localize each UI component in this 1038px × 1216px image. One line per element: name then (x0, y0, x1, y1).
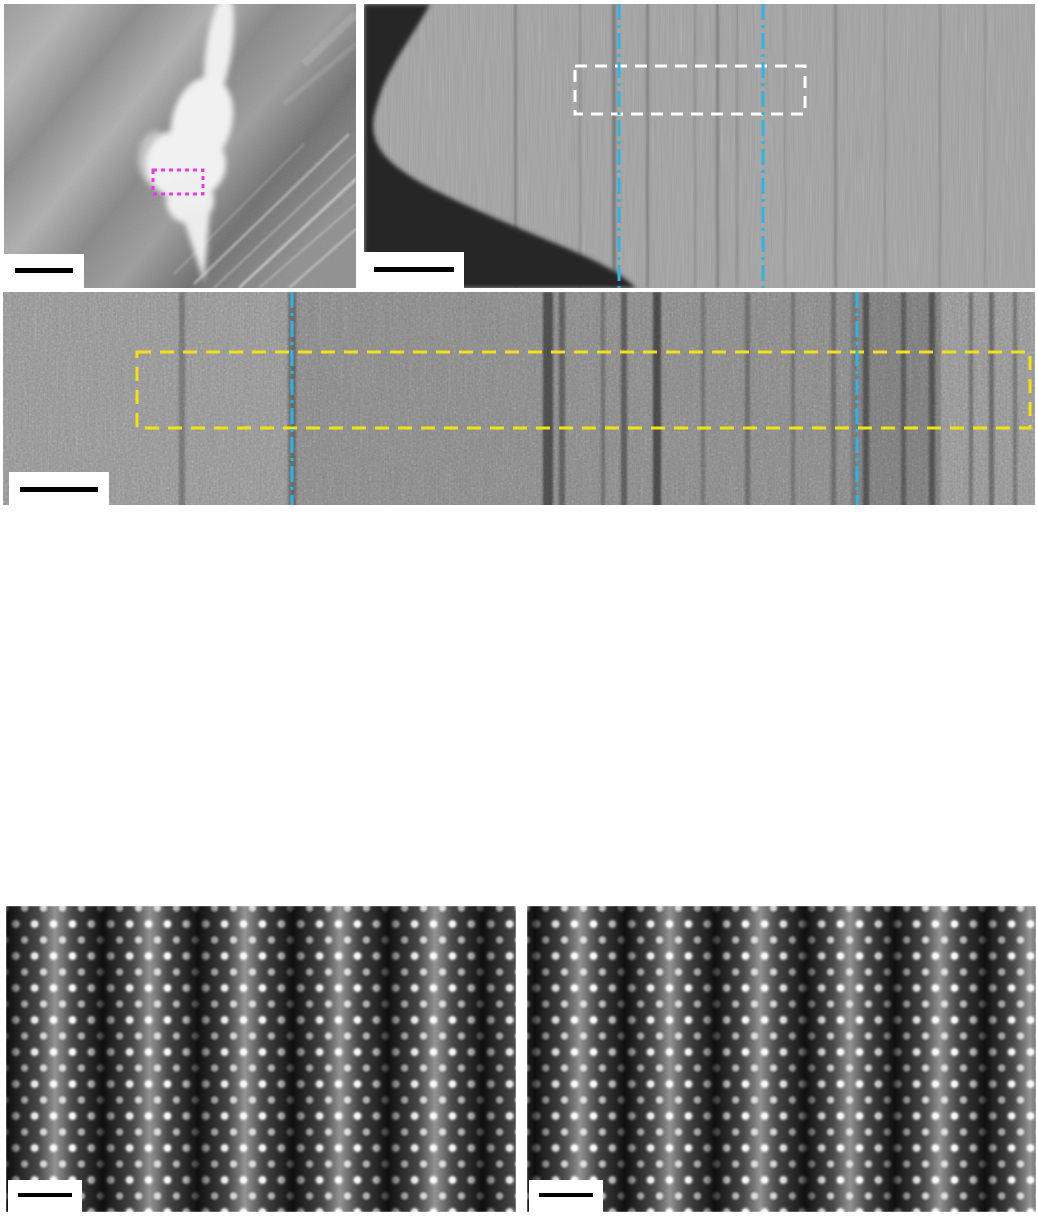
panel-f-overlay (527, 906, 1036, 1212)
panel-a-texture (4, 4, 356, 288)
panel-c-texture (3, 292, 1035, 508)
panel-b-stem-image (364, 4, 1035, 288)
panel-a-sem-image (4, 4, 356, 288)
scalebar-line (539, 1193, 593, 1197)
phase-boundary-lines (617, 4, 765, 288)
panel-f-atomic-image (527, 906, 1036, 1212)
atomic-lattice-texture (527, 906, 1036, 1212)
scalebar-line (20, 486, 98, 492)
stacking-fault-lines (514, 4, 986, 288)
panel-e-atomic-image (6, 906, 516, 1212)
roi-rect-magenta (151, 168, 205, 196)
roi-rect-white (573, 64, 807, 116)
phase-boundary-lines (290, 292, 859, 508)
panel-e-scalebar (8, 1180, 82, 1212)
panel-f-scalebar (529, 1180, 603, 1212)
roi-rect-yellow (135, 350, 1032, 430)
panel-b-texture (364, 4, 1035, 288)
panel-a-scalebar (4, 254, 84, 288)
scalebar-line (15, 267, 73, 273)
atomic-lattice-texture (6, 906, 516, 1212)
scalebar-line (374, 266, 454, 272)
panel-c-scalebar (9, 472, 109, 508)
slip-band-streaks (173, 11, 356, 288)
vacuum-dark-region (364, 4, 636, 288)
panel-e-overlay (6, 906, 516, 1212)
panel-c-hrtem-image (3, 292, 1035, 508)
panel-b-scalebar (364, 252, 464, 288)
scalebar-line (18, 1193, 72, 1197)
intensity-line-plot (0, 505, 1038, 905)
panel-d-intensity-chart (0, 505, 1038, 905)
y-axis-title (26, 527, 66, 827)
